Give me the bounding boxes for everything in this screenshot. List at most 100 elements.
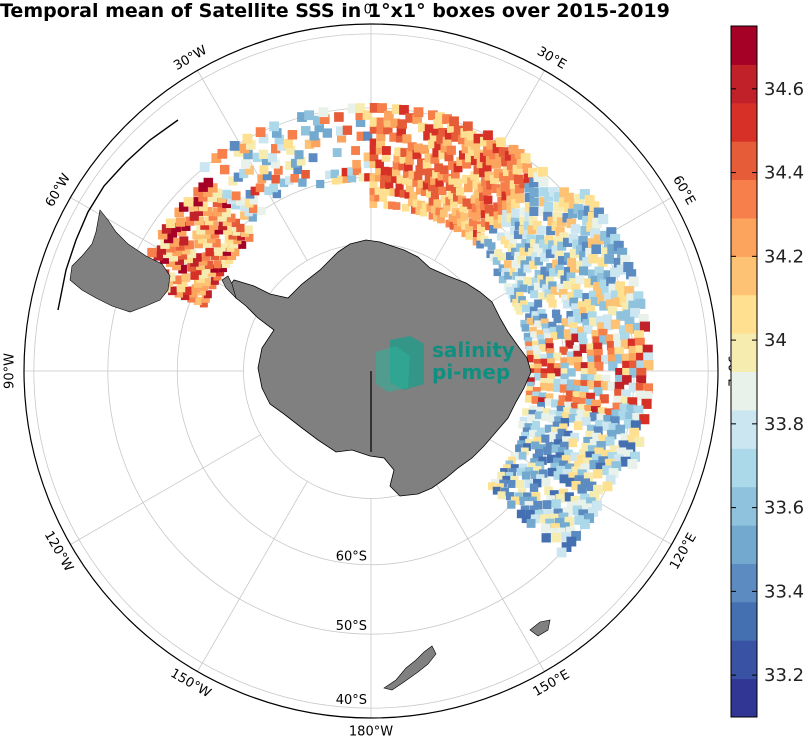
sss-box xyxy=(231,218,241,228)
sss-box xyxy=(629,451,641,462)
sss-box xyxy=(594,374,604,384)
sss-box xyxy=(531,492,541,501)
sss-box xyxy=(616,264,627,275)
sss-box xyxy=(208,183,218,193)
sss-box xyxy=(453,163,463,173)
sss-box xyxy=(468,218,477,227)
sss-box xyxy=(236,223,245,233)
sss-box xyxy=(573,362,583,371)
sss-box xyxy=(570,402,580,412)
sss-box xyxy=(412,114,423,124)
sss-box xyxy=(239,168,249,179)
sss-box xyxy=(376,131,386,141)
sss-box xyxy=(568,438,578,448)
sss-box xyxy=(538,206,548,216)
sss-box xyxy=(461,174,471,184)
sss-box xyxy=(554,192,564,202)
sss-box xyxy=(559,474,569,484)
sss-box xyxy=(568,414,578,423)
meridian-label: 0° xyxy=(364,3,379,18)
sss-box xyxy=(635,390,646,401)
sss-box xyxy=(417,200,426,209)
sss-box xyxy=(540,353,548,362)
sss-box xyxy=(519,463,528,472)
sss-box xyxy=(203,206,213,217)
sss-box xyxy=(523,332,532,341)
sss-box xyxy=(613,340,624,350)
sss-box xyxy=(538,397,546,406)
sss-box xyxy=(598,456,608,466)
sss-box xyxy=(528,167,538,178)
sss-box xyxy=(514,184,525,194)
sss-box xyxy=(523,173,534,183)
sss-box xyxy=(520,447,529,456)
sss-box xyxy=(557,270,567,279)
sss-box xyxy=(522,230,532,239)
sss-box xyxy=(208,281,217,290)
sss-box xyxy=(409,191,418,200)
sss-box xyxy=(627,397,638,408)
sss-box xyxy=(604,458,615,469)
sss-box xyxy=(615,424,626,435)
sss-box xyxy=(565,526,576,537)
sss-box xyxy=(577,484,587,494)
sss-box xyxy=(171,222,181,233)
sss-box xyxy=(586,349,596,359)
sss-box xyxy=(571,466,581,476)
sss-box xyxy=(550,462,560,472)
sss-box xyxy=(587,355,597,365)
sss-box xyxy=(550,286,559,295)
sss-box xyxy=(203,187,213,198)
sss-box xyxy=(532,391,540,400)
sss-box xyxy=(551,221,561,231)
sss-box xyxy=(546,294,555,303)
sss-box xyxy=(609,445,620,455)
sss-box xyxy=(451,207,460,216)
sss-box xyxy=(585,430,595,440)
sss-box xyxy=(426,168,436,177)
sss-box xyxy=(544,338,553,347)
sss-box xyxy=(286,145,296,155)
sss-box xyxy=(240,202,249,212)
sss-box xyxy=(528,216,538,226)
sss-box xyxy=(410,206,419,214)
sss-box xyxy=(386,167,395,176)
sss-box xyxy=(506,160,517,171)
sss-box xyxy=(402,134,412,144)
sss-box xyxy=(567,368,576,377)
sss-box xyxy=(462,198,471,207)
sss-box xyxy=(300,126,311,136)
sss-box xyxy=(369,138,379,148)
sss-box xyxy=(551,426,560,435)
sss-box xyxy=(553,368,563,377)
sss-box xyxy=(553,363,562,372)
sss-box xyxy=(553,352,562,361)
sss-box xyxy=(632,322,643,333)
sss-box xyxy=(395,182,404,191)
sss-box xyxy=(602,481,613,492)
sss-box xyxy=(259,165,269,175)
sss-box xyxy=(599,394,609,404)
sss-box xyxy=(422,159,432,169)
sss-box xyxy=(620,396,631,407)
sss-box xyxy=(636,360,647,371)
sss-box xyxy=(161,224,172,234)
sss-box xyxy=(600,449,611,460)
sss-box xyxy=(570,224,581,234)
sss-box xyxy=(529,505,539,515)
sss-box xyxy=(506,204,516,214)
sss-box xyxy=(404,162,413,172)
sss-box xyxy=(588,254,598,264)
sss-box xyxy=(199,270,208,279)
sss-box xyxy=(233,172,243,182)
sss-box xyxy=(462,159,472,169)
sss-box xyxy=(534,411,543,420)
sss-box xyxy=(223,226,232,235)
sss-box xyxy=(479,192,488,202)
sss-box xyxy=(209,221,219,230)
sss-box xyxy=(531,396,540,404)
sss-box xyxy=(177,227,187,237)
sss-box xyxy=(545,441,554,451)
sss-box xyxy=(426,203,435,212)
sss-box xyxy=(567,258,577,268)
